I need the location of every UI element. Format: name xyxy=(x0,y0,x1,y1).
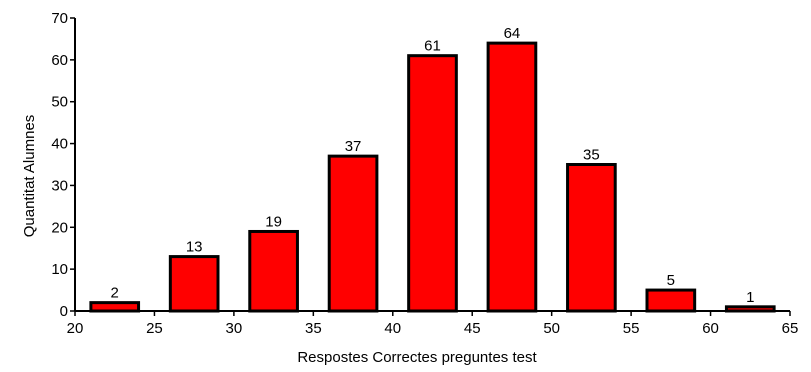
y-tick-label-3: 30 xyxy=(51,177,68,194)
bar-value-label-7: 5 xyxy=(667,272,675,289)
x-tick-label-0: 20 xyxy=(67,320,84,337)
y-tick-label-2: 20 xyxy=(51,219,68,236)
x-tick-label-4: 40 xyxy=(384,320,401,337)
data-labels-group: 2 13 19 37 61 64 35 5 1 xyxy=(111,25,755,306)
bar-3 xyxy=(327,154,379,313)
x-tick-label-7: 55 xyxy=(623,320,640,337)
x-tick-label-2: 30 xyxy=(226,320,243,337)
bar-value-label-8: 1 xyxy=(746,289,754,306)
bar-4 xyxy=(407,54,458,313)
y-tick-label-1: 10 xyxy=(51,261,68,278)
x-axis-title: Respostes Correctes preguntes test xyxy=(297,349,537,366)
x-tick-label-8: 60 xyxy=(702,320,719,337)
y-axis-title: Quantitat Alumnes xyxy=(21,115,38,238)
x-tick-label-5: 45 xyxy=(464,320,481,337)
bar-value-label-1: 13 xyxy=(186,239,203,256)
bar-6 xyxy=(566,163,617,313)
bar-2 xyxy=(248,229,299,313)
y-tick-label-5: 50 xyxy=(51,94,68,111)
bar-0 xyxy=(89,301,141,313)
x-tick-label-1: 25 xyxy=(146,320,163,337)
bar-value-label-5: 64 xyxy=(504,25,521,42)
bar-value-label-2: 19 xyxy=(265,213,282,230)
bar-value-label-3: 37 xyxy=(345,138,362,155)
bar-5 xyxy=(486,41,538,313)
y-tick-label-4: 40 xyxy=(51,136,68,153)
bar-value-label-4: 61 xyxy=(424,38,441,55)
x-tick-label-9: 65 xyxy=(782,320,799,337)
x-tick-label-3: 35 xyxy=(305,320,322,337)
bar-7 xyxy=(645,288,697,313)
y-tick-label-7: 70 xyxy=(51,10,68,27)
y-tick-label-0: 0 xyxy=(60,303,68,320)
bar-value-label-6: 35 xyxy=(583,147,600,164)
y-axis-ticks: 0 10 20 30 40 50 60 70 xyxy=(51,10,75,320)
x-tick-label-6: 50 xyxy=(543,320,560,337)
x-axis-ticks: 20 25 30 35 40 45 50 55 60 65 xyxy=(67,311,799,337)
bar-value-label-0: 2 xyxy=(111,285,119,302)
bar-1 xyxy=(168,255,220,313)
bars-group xyxy=(89,41,776,313)
y-tick-label-6: 60 xyxy=(51,52,68,69)
